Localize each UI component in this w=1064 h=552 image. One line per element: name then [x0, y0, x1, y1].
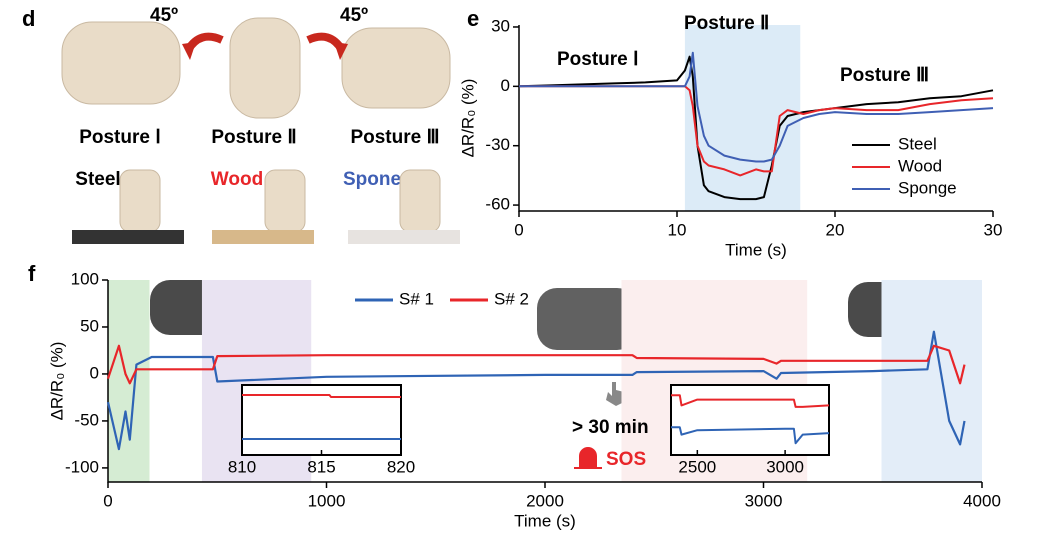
x-axis-label: Time (s) — [514, 511, 576, 530]
x-tick-label: 2500 — [678, 457, 716, 476]
axis — [107, 280, 982, 483]
y-tick-label: -60 — [485, 195, 510, 214]
photo — [341, 27, 451, 109]
series-line — [242, 394, 401, 398]
steel-plate — [72, 230, 184, 244]
x-tick-label: 820 — [387, 457, 415, 476]
y-tick-label: 50 — [80, 316, 99, 335]
y-axis-label: ΔR/R₀ (%) — [47, 342, 66, 421]
hand-icon — [606, 382, 624, 406]
x-tick-label: 3000 — [766, 457, 804, 476]
y-tick-label: -100 — [65, 457, 99, 476]
x-tick-label: 1000 — [308, 491, 346, 510]
angle: 45º — [340, 5, 368, 26]
x-tick-label: 2000 — [526, 491, 564, 510]
annotation: Posture Ⅰ — [557, 49, 639, 70]
annotation: > 30 min — [572, 417, 649, 438]
legend-label: S# 2 — [494, 289, 529, 308]
series-line — [106, 330, 966, 451]
inset-frame — [670, 384, 830, 456]
series-line — [519, 51, 994, 163]
photo — [264, 169, 306, 233]
legend-label: S# 1 — [399, 289, 434, 308]
y-tick-label: 0 — [501, 76, 510, 95]
series-line — [518, 55, 994, 201]
x-tick-label: 0 — [103, 491, 112, 510]
shaded-region — [881, 280, 982, 482]
photo — [229, 17, 301, 119]
series-line — [671, 426, 830, 445]
legend-label: Wood — [898, 156, 942, 175]
photo — [119, 169, 161, 233]
arrow-head — [334, 42, 348, 60]
annotation: Posture Ⅱ — [684, 13, 769, 34]
series-line — [106, 344, 966, 385]
sos-icon — [574, 447, 602, 469]
x-tick-label: 810 — [228, 457, 256, 476]
y-tick-label: 0 — [90, 363, 99, 382]
y-tick-label: -30 — [485, 135, 510, 154]
material: Wood — [211, 169, 263, 190]
posture: Posture Ⅲ — [350, 127, 439, 148]
panel-label: f — [28, 261, 36, 286]
wood-plate — [212, 230, 314, 244]
material: Spone — [343, 169, 401, 190]
x-tick-label: 4000 — [963, 491, 1001, 510]
series-line — [671, 394, 830, 408]
posture: Posture Ⅰ — [79, 127, 161, 148]
annotation: SOS — [606, 449, 646, 470]
shaded-region — [684, 25, 801, 211]
legend-label: Sponge — [898, 178, 957, 197]
x-axis-label: Time (s) — [725, 240, 787, 259]
y-tick-label: 30 — [491, 16, 510, 35]
angle: 45º — [150, 5, 178, 26]
sponge-pad — [348, 230, 460, 244]
x-tick-label: 3000 — [745, 491, 783, 510]
x-tick-label: 30 — [984, 220, 1003, 239]
photo — [537, 288, 637, 350]
legend-label: Steel — [898, 134, 937, 153]
posture: Posture Ⅱ — [211, 127, 296, 148]
y-tick-label: -50 — [74, 410, 99, 429]
panel-d: d 45º 45º Posture Ⅰ Posture Ⅱ Posture Ⅲ … — [22, 5, 460, 244]
x-tick-label: 20 — [826, 220, 845, 239]
x-tick-label: 10 — [668, 220, 687, 239]
panel-label: d — [22, 6, 35, 31]
x-tick-label: 0 — [514, 220, 523, 239]
annotation: Posture Ⅲ — [840, 65, 929, 86]
photo — [61, 21, 181, 105]
panel-label: e — [467, 6, 479, 31]
y-tick-label: 100 — [71, 269, 99, 288]
photo — [399, 169, 441, 233]
y-axis-label: ΔR/R₀ (%) — [458, 79, 477, 158]
arrow-head — [182, 42, 196, 60]
x-tick-label: 815 — [307, 457, 335, 476]
material: Steel — [75, 169, 120, 190]
